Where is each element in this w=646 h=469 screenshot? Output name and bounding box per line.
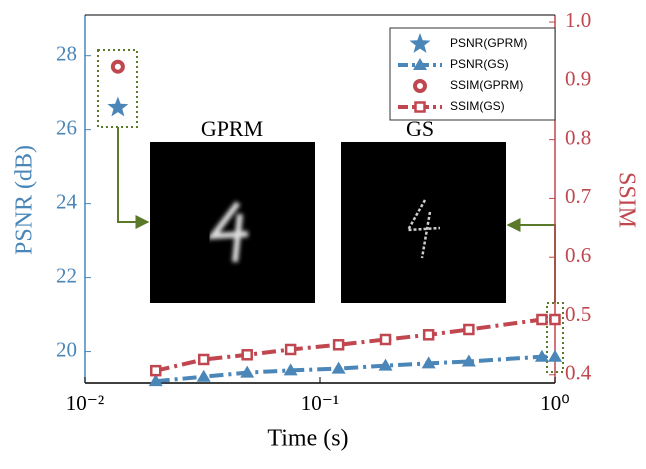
y2-axis-label: SSIM <box>613 172 639 228</box>
y2-tick-label: 0.8 <box>565 125 591 149</box>
x-axis-label: Time (s) <box>267 426 348 452</box>
square-marker <box>464 325 473 334</box>
triangle-marker <box>197 370 211 382</box>
y-tick-label: 28 <box>56 41 77 65</box>
square-marker <box>243 350 252 359</box>
square-marker <box>537 315 546 324</box>
arrow <box>118 127 148 222</box>
square-marker <box>199 355 208 364</box>
y-axis-label: PSNR (dB) <box>12 145 38 255</box>
circle-marker <box>113 62 123 72</box>
square-marker <box>424 330 433 339</box>
square-marker <box>151 366 160 375</box>
legend-label: SSIM(GPRM) <box>450 78 523 92</box>
legend-label: PSNR(GPRM) <box>450 36 527 50</box>
y2-tick-label: 0.7 <box>565 184 591 208</box>
legend-label: PSNR(GS) <box>450 57 509 71</box>
square-marker <box>551 315 560 324</box>
square-marker <box>334 340 343 349</box>
gs-image <box>341 142 506 303</box>
arrow <box>508 225 555 303</box>
y2-tick-label: 0.5 <box>565 302 591 326</box>
x-tick-label: 10⁻¹ <box>301 391 339 415</box>
y-tick-label: 24 <box>56 189 78 213</box>
gprm-image <box>150 142 315 303</box>
y-tick-label: 22 <box>56 263 77 287</box>
y-tick-label: 26 <box>56 115 77 139</box>
chart: GPRM GS Time (s) PSNR (dB) SSIM 10⁻²10⁻¹… <box>0 0 646 464</box>
y2-tick-label: 0.9 <box>565 67 591 91</box>
triangle-marker <box>548 350 562 362</box>
gprm-label: GPRM <box>201 116 263 141</box>
x-tick-label: 10⁻² <box>66 391 104 415</box>
y2-tick-label: 0.4 <box>565 361 592 385</box>
y2-tick-label: 1.0 <box>565 8 591 32</box>
series-line <box>156 357 555 382</box>
x-tick-label: 10⁰ <box>540 391 569 415</box>
series-line <box>156 320 555 371</box>
triangle-marker <box>332 362 346 374</box>
square-marker <box>286 345 295 354</box>
square-marker <box>416 103 425 112</box>
legend-label: SSIM(GS) <box>450 99 505 113</box>
y-tick-label: 20 <box>56 337 77 361</box>
star-marker <box>107 97 128 117</box>
square-marker <box>381 335 390 344</box>
y2-tick-label: 0.6 <box>565 243 591 267</box>
